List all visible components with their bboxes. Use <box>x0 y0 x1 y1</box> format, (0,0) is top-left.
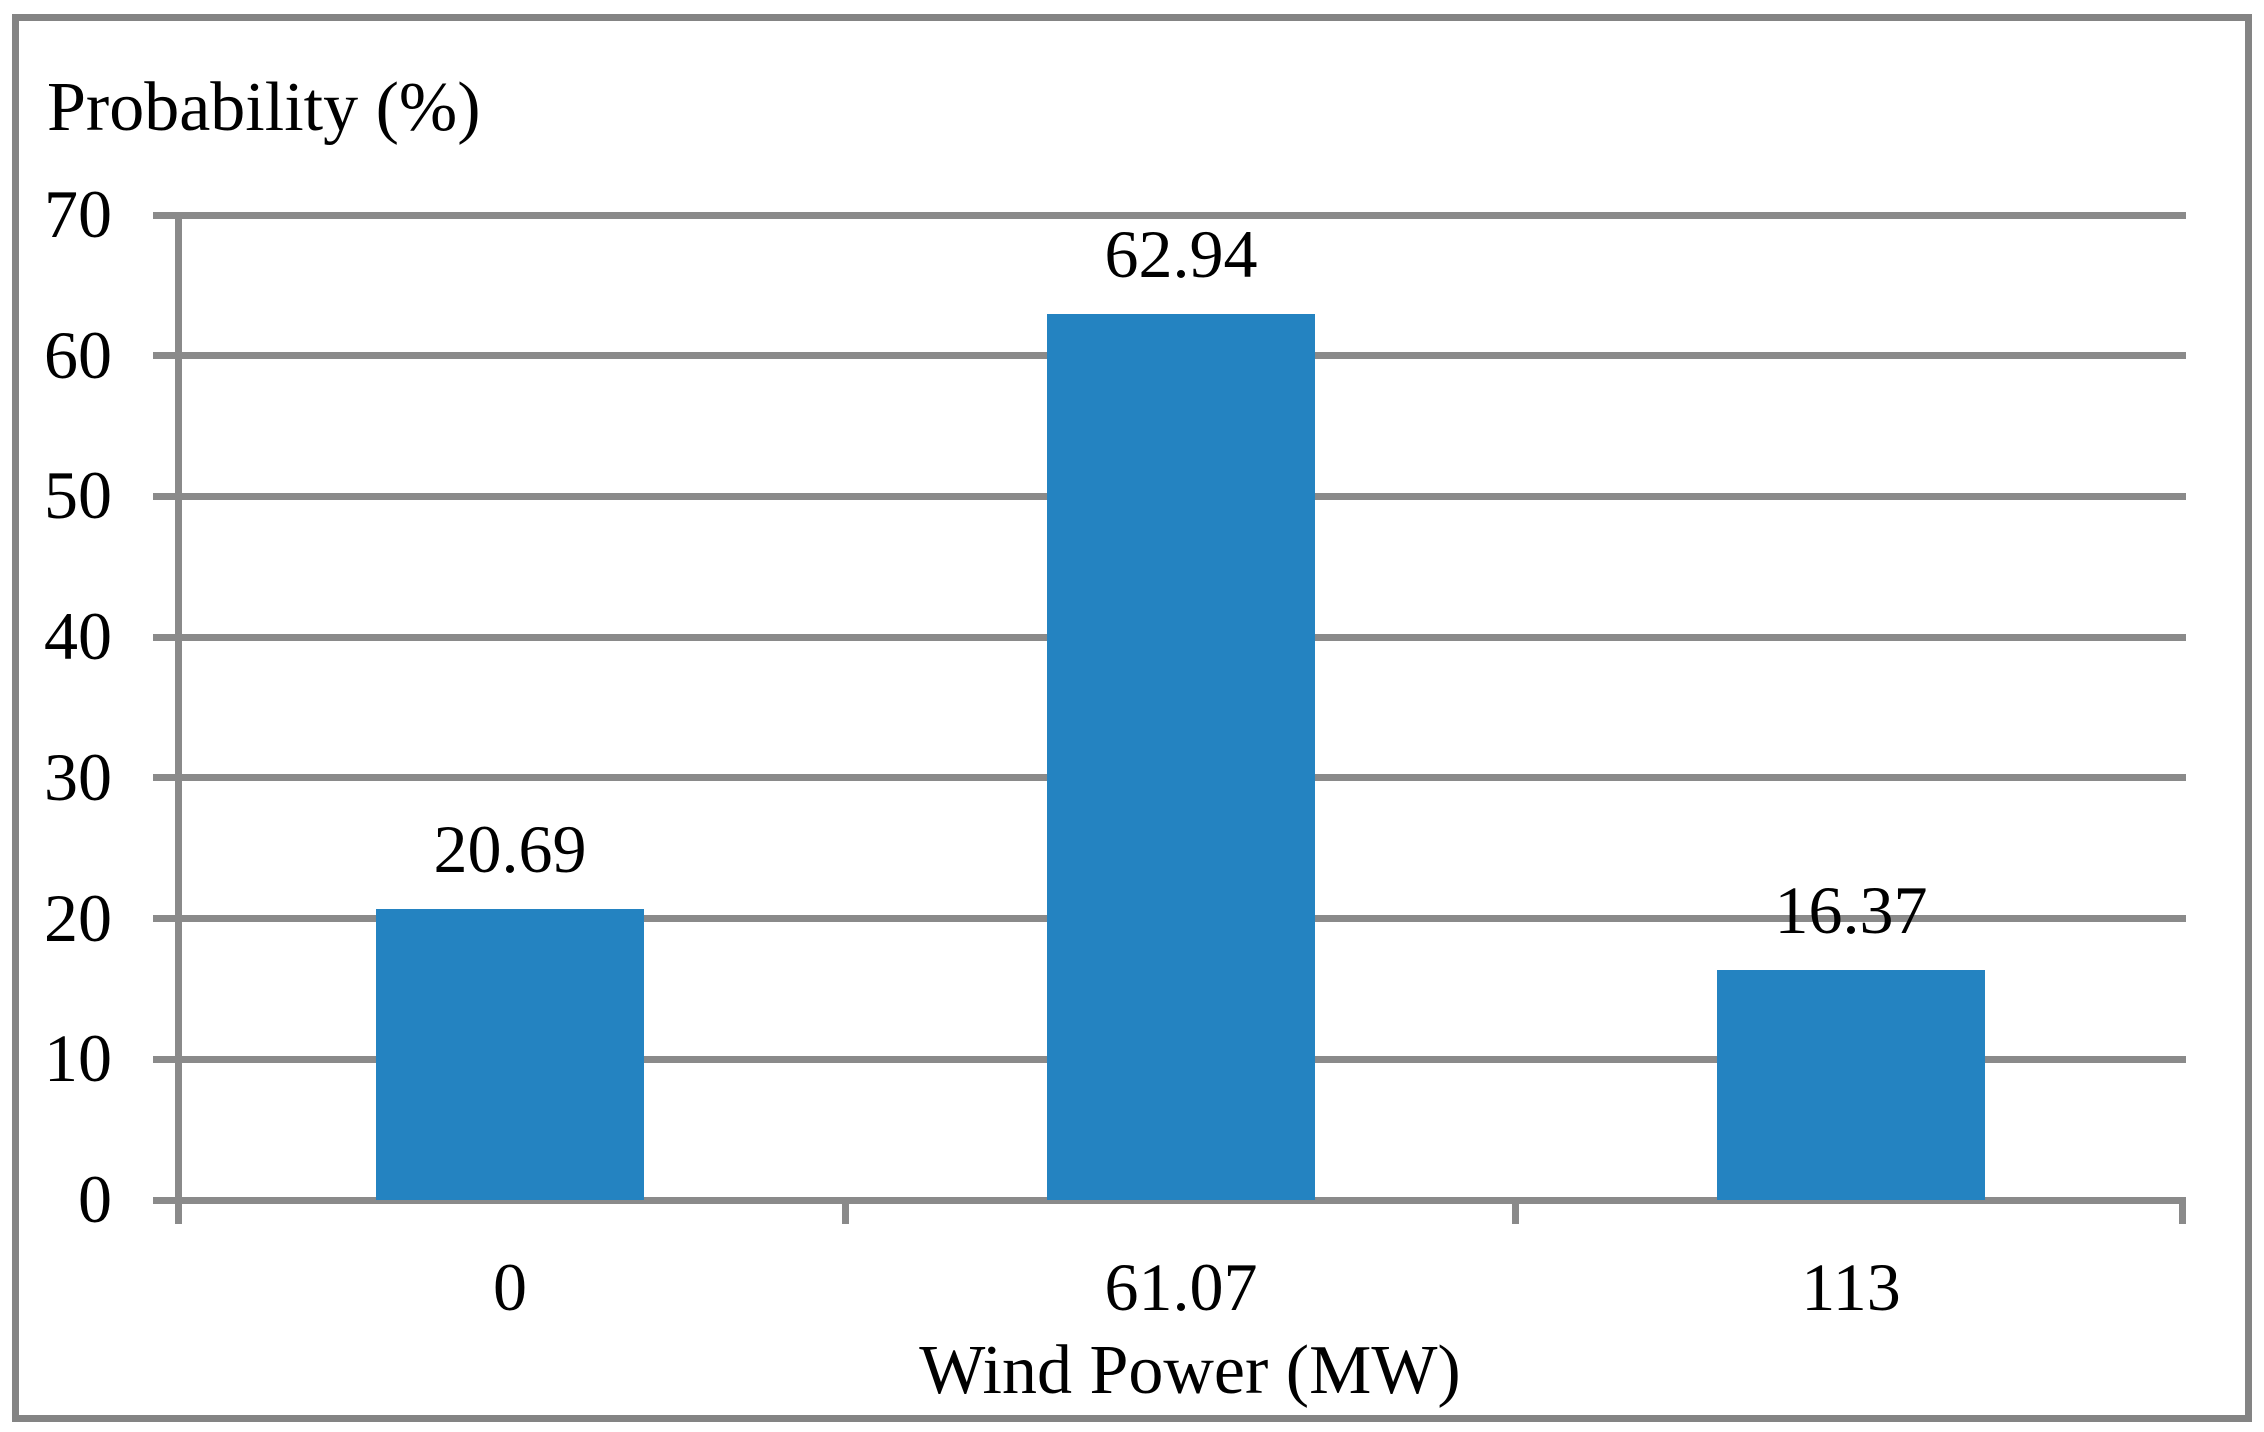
bar-value-label: 62.94 <box>1104 216 1258 292</box>
y-tick-label: 10 <box>44 1020 112 1096</box>
chart-title: Probability (%) <box>47 69 481 146</box>
x-tick-label: 61.07 <box>1104 1249 1258 1325</box>
y-tick-label: 60 <box>44 317 112 393</box>
bar-value-label: 20.69 <box>433 811 587 887</box>
bar-value-label: 16.37 <box>1774 872 1928 948</box>
x-axis-tick <box>1512 1200 1519 1224</box>
bar <box>1047 314 1315 1200</box>
x-axis-title: Wind Power (MW) <box>919 1332 1461 1409</box>
x-tick-label: 113 <box>1801 1249 1901 1325</box>
y-tick-label: 30 <box>44 739 112 815</box>
figure-border <box>12 14 2252 1422</box>
y-tick-label: 40 <box>44 598 112 674</box>
bar <box>1717 970 1985 1200</box>
y-tick-label: 20 <box>44 880 112 956</box>
gridline <box>153 212 2186 219</box>
x-tick-label: 0 <box>493 1249 527 1325</box>
x-axis-tick <box>2179 1200 2186 1224</box>
y-tick-label: 70 <box>44 176 112 252</box>
y-tick-label: 0 <box>78 1161 112 1237</box>
y-axis-line <box>175 212 182 1224</box>
gridline <box>153 1197 2186 1204</box>
bar <box>376 909 644 1200</box>
y-tick-label: 50 <box>44 457 112 533</box>
x-axis-tick <box>842 1200 849 1224</box>
